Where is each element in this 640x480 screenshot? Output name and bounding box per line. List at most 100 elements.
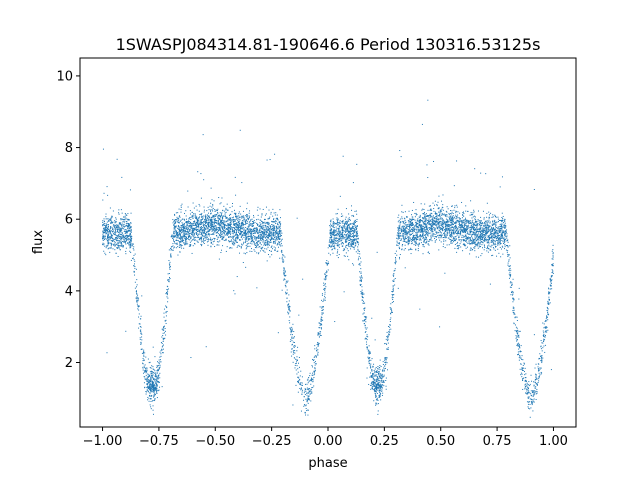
data-point: [106, 221, 108, 223]
data-point: [210, 240, 212, 242]
data-point: [180, 225, 182, 227]
data-point: [529, 385, 531, 387]
data-point: [457, 230, 459, 232]
data-point: [229, 225, 231, 226]
data-point: [125, 234, 127, 236]
data-point: [291, 337, 293, 339]
data-point: [434, 224, 436, 226]
data-point: [406, 238, 408, 240]
data-point: [354, 235, 356, 237]
data-point: [333, 234, 335, 236]
data-point: [508, 260, 510, 262]
data-point: [542, 330, 544, 332]
data-point: [150, 408, 152, 410]
data-point: [486, 212, 488, 214]
data-point: [226, 232, 228, 234]
data-point: [306, 400, 308, 402]
data-point: [455, 210, 457, 212]
data-point: [104, 228, 106, 230]
data-point: [248, 242, 250, 244]
data-point: [113, 240, 115, 242]
data-point: [177, 212, 179, 214]
data-point: [518, 345, 520, 347]
data-point: [188, 237, 189, 239]
data-point: [192, 202, 194, 204]
data-point: [459, 232, 461, 234]
data-point: [491, 239, 493, 241]
data-point: [112, 243, 114, 245]
data-point: [425, 214, 427, 216]
data-point: [499, 230, 501, 232]
data-point: [333, 224, 335, 226]
data-point: [368, 350, 370, 352]
data-point: [344, 230, 346, 232]
data-point: [548, 296, 550, 298]
data-point: [462, 215, 464, 216]
data-point: [434, 240, 436, 242]
data-point: [487, 251, 489, 253]
data-point: [198, 218, 200, 220]
data-point: [143, 359, 145, 361]
data-point: [348, 225, 350, 227]
data-point: [397, 233, 399, 235]
data-point: [295, 363, 297, 365]
data-point: [393, 273, 395, 275]
data-point: [186, 224, 188, 226]
data-point: [180, 236, 182, 238]
data-point: [430, 216, 432, 218]
data-point: [245, 234, 247, 236]
data-point: [540, 360, 542, 362]
data-point: [105, 247, 107, 249]
data-point: [379, 396, 381, 398]
data-point: [433, 217, 435, 219]
data-point: [363, 302, 365, 304]
data-point: [254, 247, 256, 249]
data-point: [231, 247, 233, 249]
data-point: [353, 240, 355, 242]
data-point: [219, 228, 221, 230]
data-point: [484, 238, 486, 240]
data-point: [221, 235, 223, 237]
data-point: [206, 231, 207, 233]
data-point: [495, 216, 497, 218]
data-point: [490, 241, 492, 243]
data-point: [360, 293, 362, 295]
data-point: [433, 224, 435, 226]
data-point: [135, 291, 137, 293]
data-point: [251, 224, 253, 226]
data-point: [471, 243, 473, 245]
data-point: [430, 228, 432, 230]
data-point: [364, 319, 366, 320]
data-point: [470, 212, 472, 214]
data-point: [467, 238, 469, 240]
data-point: [422, 208, 424, 210]
data-point: [476, 231, 478, 233]
data-point: [238, 220, 240, 222]
data-point: [273, 228, 275, 229]
data-point: [124, 215, 126, 217]
data-point: [520, 345, 522, 347]
data-point: [124, 235, 126, 237]
data-point: [347, 218, 349, 220]
data-point: [223, 215, 224, 217]
data-point: [108, 220, 110, 222]
data-point: [317, 334, 319, 336]
data-point: [293, 347, 295, 349]
data-point: [193, 237, 195, 239]
data-point: [338, 228, 340, 230]
data-point: [526, 390, 528, 392]
data-point: [288, 320, 290, 322]
data-point: [283, 279, 285, 281]
data-point: [179, 230, 181, 232]
data-point: [397, 228, 399, 230]
data-point: [228, 223, 230, 225]
data-point: [429, 228, 431, 230]
data-point: [273, 233, 275, 235]
data-point: [270, 231, 272, 233]
data-point: [426, 239, 428, 241]
data-point: [501, 239, 503, 241]
data-point: [232, 241, 234, 243]
data-point: [363, 323, 365, 325]
data-point: [528, 381, 530, 383]
data-point: [321, 310, 323, 312]
